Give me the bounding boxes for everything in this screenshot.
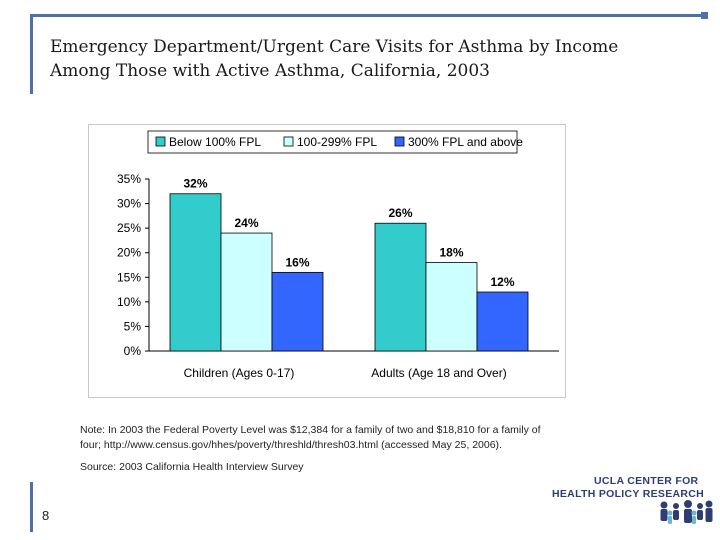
- legend-swatch: [155, 136, 166, 147]
- y-tick-label: 20%: [117, 246, 141, 260]
- data-label: 24%: [234, 216, 258, 230]
- bar: [220, 232, 273, 352]
- slide-title-line-2: Among Those with Active Asthma, Californ…: [50, 61, 490, 81]
- slide-title-line-1: Emergency Department/Urgent Care Visits …: [50, 37, 619, 57]
- logo-text-line-1: UCLA CENTER FOR: [594, 475, 699, 487]
- x-category-label: Adults (Age 18 and Over): [371, 366, 506, 380]
- y-tick-label: 35%: [117, 172, 141, 186]
- legend-label: Below 100% FPL: [169, 135, 261, 149]
- bar: [425, 262, 478, 352]
- ucla-logo: UCLA CENTER FOR HEALTH POLICY RESEARCH: [548, 471, 714, 531]
- legend-label: 300% FPL and above: [408, 135, 523, 149]
- bar: [476, 291, 529, 352]
- footnote-line-1: Note: In 2003 the Federal Poverty Level …: [80, 424, 541, 436]
- legend-swatch: [283, 136, 294, 147]
- frame-bottom-left-rule: [30, 482, 33, 532]
- data-label: 12%: [490, 275, 514, 289]
- people-figures-icon: [660, 500, 713, 524]
- source-note: Source: 2003 California Health Interview…: [80, 461, 304, 473]
- y-tick-label: 0%: [124, 344, 142, 358]
- y-tick-label: 5%: [124, 319, 142, 333]
- frame-top-rule: [30, 14, 706, 17]
- y-tick-label: 15%: [117, 270, 141, 284]
- y-tick-label: 10%: [117, 295, 141, 309]
- legend-label: 100-299% FPL: [297, 135, 377, 149]
- data-label: 16%: [285, 255, 309, 269]
- bar: [169, 193, 222, 352]
- y-tick-label: 30%: [117, 197, 141, 211]
- footnote-line-2: four; http://www.census.gov/hhes/poverty…: [80, 439, 502, 451]
- bar: [271, 271, 324, 352]
- frame-corner-mark: [701, 12, 708, 19]
- bar-chart: Below 100% FPL 100-299% FPL 300% FPL and a…: [117, 130, 559, 380]
- data-label: 18%: [439, 246, 463, 260]
- data-label: 32%: [183, 177, 207, 191]
- page-number: 8: [42, 508, 50, 523]
- chart-container: Below 100% FPL 100-299% FPL 300% FPL and a…: [88, 124, 566, 398]
- y-tick-label: 25%: [117, 221, 141, 235]
- slide-title: Emergency Department/Urgent Care Visits …: [50, 35, 690, 83]
- frame-left-rule: [30, 14, 33, 94]
- bar: [374, 222, 427, 352]
- legend-swatch: [394, 136, 405, 147]
- logo-text-line-2: HEALTH POLICY RESEARCH: [552, 488, 705, 500]
- footnote: Note: In 2003 the Federal Poverty Level …: [80, 423, 640, 453]
- x-category-label: Children (Ages 0-17): [184, 366, 295, 380]
- legend-box: [147, 130, 518, 154]
- data-label: 26%: [388, 206, 412, 220]
